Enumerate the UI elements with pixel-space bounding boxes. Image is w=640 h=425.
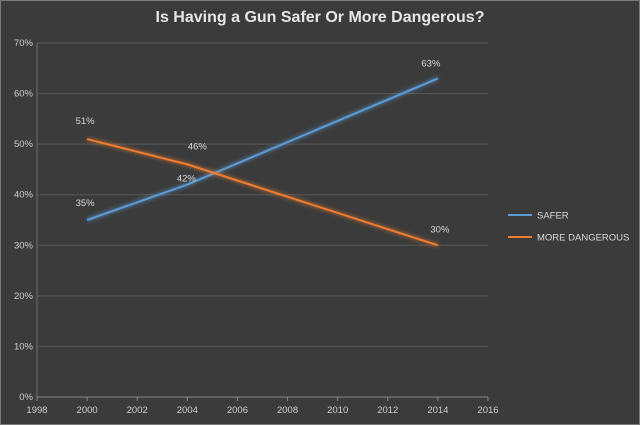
x-tick-label: 2006 <box>227 405 248 416</box>
y-tick-label: 20% <box>14 291 34 302</box>
data-label: 30% <box>430 224 450 235</box>
data-label: 51% <box>76 116 96 127</box>
y-tick-label: 60% <box>14 89 34 100</box>
series-line-safer <box>86 77 439 221</box>
x-tick-label: 1998 <box>26 405 47 416</box>
x-tick-label: 2012 <box>377 405 398 416</box>
x-tick-label: 2004 <box>177 405 198 416</box>
x-tick-label: 2014 <box>427 405 448 416</box>
x-tick-label: 2002 <box>127 405 148 416</box>
x-tick-label: 2000 <box>77 405 98 416</box>
y-tick-label: 10% <box>14 341 34 352</box>
y-tick-label: 40% <box>14 190 34 201</box>
y-tick-label: 70% <box>14 38 34 49</box>
series-line-more-dangerous <box>86 138 439 247</box>
legend-label: MORE DANGEROUS <box>537 233 629 244</box>
y-tick-label: 50% <box>14 139 34 150</box>
x-tick-label: 2016 <box>477 405 498 416</box>
data-label: 42% <box>177 174 197 185</box>
y-tick-label: 30% <box>14 240 34 251</box>
y-tick-label: 0% <box>19 392 33 403</box>
data-label: 46% <box>188 141 208 152</box>
legend-label: SAFER <box>537 211 569 222</box>
data-label: 35% <box>76 198 96 209</box>
x-tick-label: 2008 <box>277 405 298 416</box>
data-label: 63% <box>421 58 441 69</box>
chart-title: Is Having a Gun Safer Or More Dangerous? <box>155 9 485 26</box>
x-tick-label: 2010 <box>327 405 348 416</box>
